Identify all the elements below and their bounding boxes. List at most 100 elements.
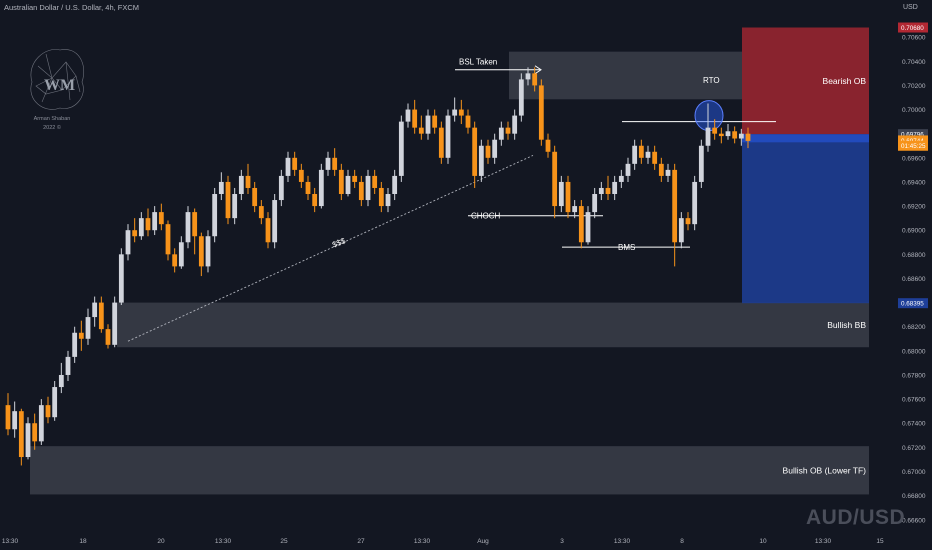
candle-body (45, 405, 51, 418)
candle-body (458, 109, 464, 116)
candle-body (112, 302, 118, 345)
candle-body (578, 206, 584, 243)
candle-body (138, 218, 144, 237)
bsl-label: BSL Taken (459, 58, 497, 67)
candle-body (438, 127, 444, 158)
candle-body (278, 175, 284, 201)
price-tick: 0.66600 (902, 517, 926, 524)
price-tag-bg (898, 140, 928, 151)
candle-body (585, 212, 591, 243)
candle-body (425, 115, 431, 134)
candle-body (158, 212, 164, 225)
price-tag: 0.68395 (901, 301, 924, 308)
candle-body (132, 230, 138, 237)
currency-label: USD (903, 4, 918, 11)
candle-body (565, 181, 571, 213)
price-tag-bg (898, 298, 928, 309)
candle-body (545, 139, 551, 152)
candle-body (325, 157, 331, 170)
candle-body (718, 133, 724, 137)
candle-body (225, 181, 231, 219)
logo-author: Arman Shaban (33, 116, 71, 122)
time-tick: 15 (876, 538, 884, 545)
target-zone (742, 142, 869, 304)
logo-year: 2022 © (43, 125, 61, 131)
candle-body (712, 127, 718, 134)
candles-layer (5, 67, 751, 466)
candle-body (252, 187, 258, 207)
candle-body (418, 127, 424, 134)
time-tick: 8 (680, 538, 684, 545)
zones-layer: Bearish OB Bullish BB Bullish OB (Lower TF… (30, 27, 869, 495)
price-tick: 0.68600 (902, 276, 926, 283)
candle-body (632, 145, 638, 164)
candle-body (185, 212, 191, 243)
zone-label-0: Bearish OB (823, 76, 867, 86)
candle-body (272, 200, 278, 243)
candle-body (645, 151, 651, 158)
candle-body (612, 181, 618, 195)
candle-body (52, 387, 58, 418)
candle-body (245, 175, 251, 188)
choch-label: CHOCH (471, 212, 501, 221)
candle-body (372, 175, 378, 188)
candle-body (598, 187, 604, 195)
time-tick: 25 (280, 538, 288, 545)
candle-body (85, 317, 91, 339)
candle-body (65, 356, 71, 375)
candle-body (385, 194, 391, 207)
price-tag: 0.69796 (901, 132, 924, 139)
candle-body (318, 169, 324, 207)
price-tick: 0.66800 (902, 493, 926, 500)
bsl-zone (509, 51, 742, 100)
time-tick: 10 (759, 538, 767, 545)
bsl-arrow (534, 65, 542, 75)
price-tick: 0.69200 (902, 204, 926, 211)
brain-logo: W M (30, 49, 84, 110)
candle-body (78, 332, 84, 339)
candle-body (538, 85, 544, 140)
candle-body (152, 212, 158, 231)
dollar-sign-label: $$$ (331, 236, 347, 250)
time-tick: 13:30 (614, 538, 631, 545)
time-axis[interactable]: 13:30 18 20 13:30 25 27 13:30 Aug 3 13:30 8 10 13:30… (2, 538, 884, 545)
candle-body (685, 218, 691, 225)
candle-body (732, 131, 738, 139)
price-tick: 0.70200 (902, 83, 926, 90)
logo-mark-right: M (60, 77, 75, 94)
candle-body (392, 175, 398, 195)
candle-body (498, 127, 504, 140)
zone-label-2: Bullish OB (Lower TF) (783, 465, 867, 475)
symbol-title[interactable]: Australian Dollar / U.S. Dollar, 4h, FXC… (4, 3, 140, 12)
candle-body (118, 254, 124, 303)
candle-body (12, 411, 18, 430)
price-tag-bg (898, 135, 928, 146)
candle-body (292, 157, 298, 170)
candle-body (165, 224, 171, 255)
candle-body (405, 109, 411, 122)
candle-body (198, 236, 204, 267)
candle-body (358, 181, 364, 201)
candle-body (525, 73, 531, 80)
candle-body (472, 127, 478, 176)
price-tag-bg (898, 22, 928, 33)
candle-body (672, 169, 678, 243)
entry-band (742, 134, 869, 143)
candle-body (218, 181, 224, 195)
price-axis[interactable]: 0.706000.704000.702000.700000.698000.696… (898, 22, 928, 525)
symbol-watermark: AUD/USD (806, 506, 906, 529)
candle-body (398, 121, 404, 176)
price-tick: 0.67400 (902, 421, 926, 428)
candle-body (352, 175, 358, 182)
candle-body (658, 163, 664, 176)
candle-body (58, 374, 64, 388)
candle-body (512, 115, 518, 134)
candle-body (652, 151, 658, 164)
candle-body (478, 145, 484, 176)
candle-body (485, 145, 491, 158)
candle-body (285, 157, 291, 176)
candle-body (298, 169, 304, 182)
price-tick: 0.69600 (902, 155, 926, 162)
candle-body (105, 329, 111, 345)
price-tick: 0.67800 (902, 372, 926, 379)
